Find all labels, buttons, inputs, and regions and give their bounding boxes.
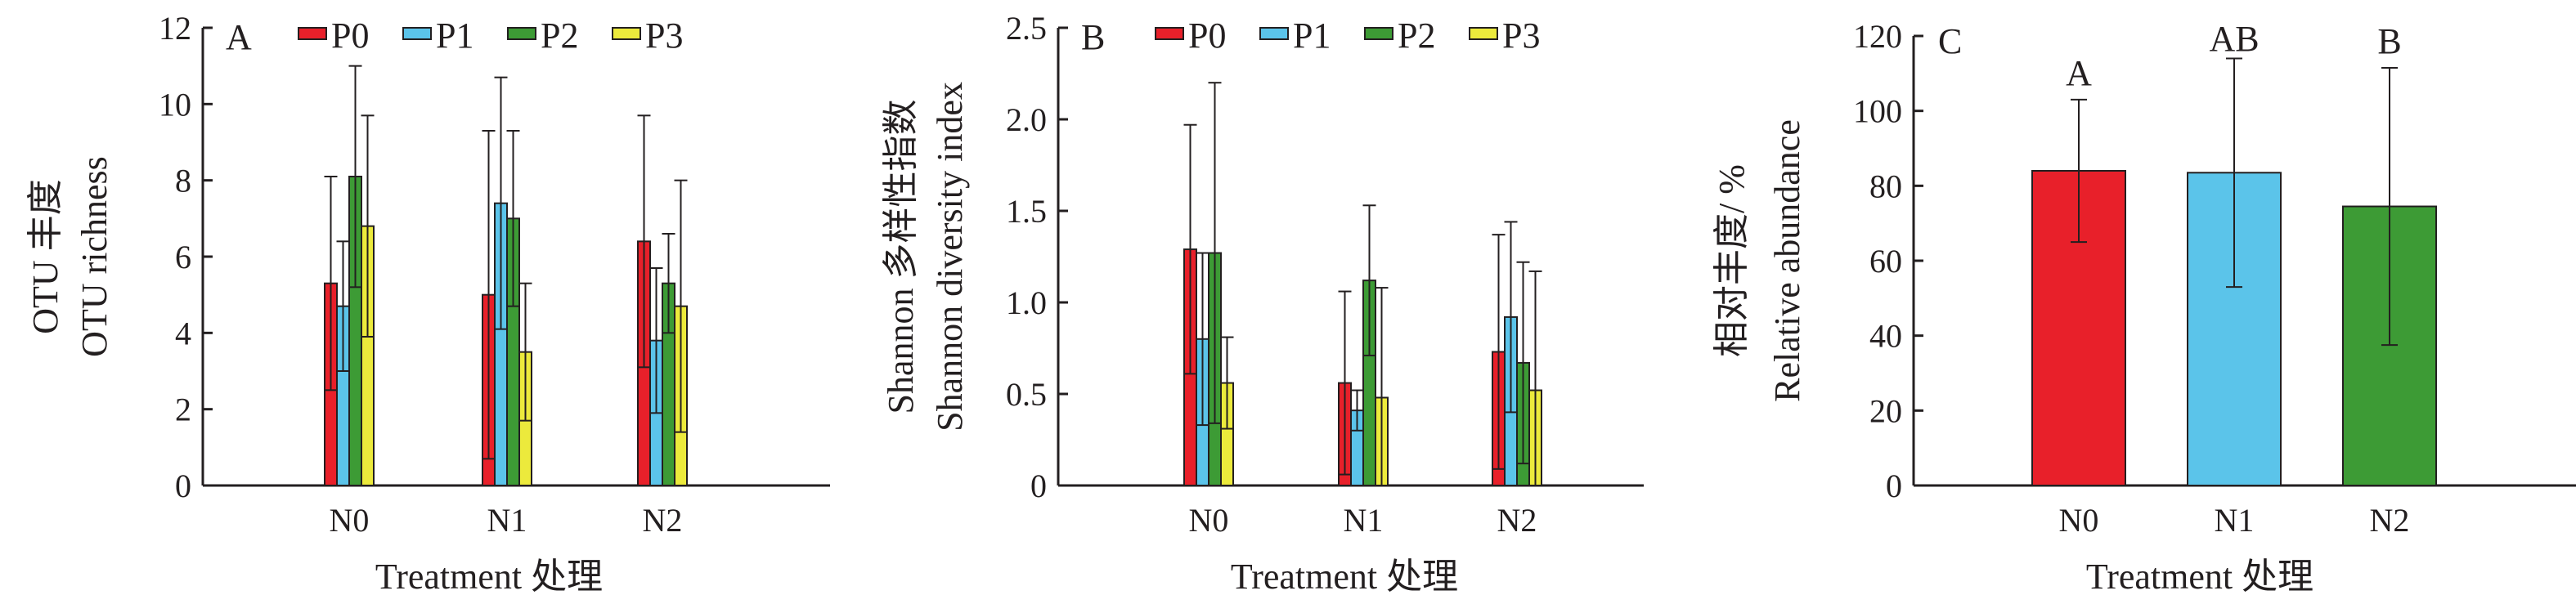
legend-swatch-p1 xyxy=(402,27,432,40)
panel-c: 0 20 40 60 80 100 120 N0 N1 N2 Treatment 处理 相对丰度/ %… xyxy=(1712,18,2576,597)
legend-label-p3: P3 xyxy=(1502,16,1540,56)
y-tick-label: 100 xyxy=(1853,93,1902,130)
legend-swatch-p0 xyxy=(298,27,327,40)
y-tick-label: 0 xyxy=(1886,468,1902,504)
legend-label-p2: P2 xyxy=(541,16,578,56)
x-tick-label: N0 xyxy=(2059,502,2099,539)
x-tick-label: N1 xyxy=(2215,502,2255,539)
legend-label-p1: P1 xyxy=(436,16,473,56)
y-tick-label: 2.5 xyxy=(1006,10,1047,47)
y-tick-label: 40 xyxy=(1869,318,1902,355)
y-tick-label: 120 xyxy=(1853,18,1902,55)
legend-label-p0: P0 xyxy=(1188,16,1226,56)
x-axis-title: Treatment 处理 xyxy=(2086,557,2313,597)
x-axis-title: Treatment 处理 xyxy=(1231,557,1458,597)
panel-letter: B xyxy=(1081,17,1105,57)
x-tick-label: N0 xyxy=(330,502,370,539)
legend-label-p1: P1 xyxy=(1293,16,1331,56)
x-tick-label: N2 xyxy=(643,502,683,539)
y-tick-label: 60 xyxy=(1869,243,1902,280)
y-axis-title-en: Relative abundance xyxy=(1767,119,1807,402)
legend-label-p2: P2 xyxy=(1398,16,1435,56)
y-tick-label: 12 xyxy=(159,10,191,47)
y-tick-label: 8 xyxy=(175,163,191,199)
panel-a: 0 2 4 6 8 10 12 N0 N1 N2 Treatment 处理 OTU 丰度 OTU ric… xyxy=(25,10,830,597)
x-axis-title: Treatment 处理 xyxy=(375,557,603,597)
y-tick-label: 0 xyxy=(175,468,191,504)
panel-letter: C xyxy=(1938,21,1962,61)
y-tick-label: 80 xyxy=(1869,168,1902,204)
y-tick-label: 0.5 xyxy=(1006,376,1047,413)
y-axis-title-cn: 相对丰度/ % xyxy=(1712,164,1752,357)
legend-label-p3: P3 xyxy=(645,16,683,56)
x-tick-label: N0 xyxy=(1189,502,1229,539)
y-tick-label: 10 xyxy=(159,86,191,123)
legend-swatch-p0 xyxy=(1155,27,1184,40)
x-tick-label: N1 xyxy=(487,502,527,539)
x-tick-label: N2 xyxy=(1497,502,1537,539)
y-tick-label: 2 xyxy=(175,391,191,428)
x-tick-label: N2 xyxy=(2370,502,2410,539)
legend-swatch-p2 xyxy=(1364,27,1393,40)
y-tick-label: 1.5 xyxy=(1006,193,1047,230)
y-axis-title-en: Shannon diversity index xyxy=(930,82,970,432)
y-axis-title-cn: OTU 丰度 xyxy=(25,179,65,333)
y-tick-label: 20 xyxy=(1869,392,1902,429)
legend-swatch-p3 xyxy=(612,27,641,40)
y-tick-label: 1.0 xyxy=(1006,284,1047,321)
legend-swatch-p1 xyxy=(1259,27,1289,40)
y-tick-label: 6 xyxy=(175,239,191,275)
legend-swatch-p3 xyxy=(1469,27,1498,40)
legend-swatch-p2 xyxy=(507,27,536,40)
y-axis-title-cn: Shannon 多样性指数 xyxy=(881,100,921,414)
x-tick-label: N1 xyxy=(1344,502,1384,539)
significance-letter: AB xyxy=(2209,19,2259,59)
y-axis-title-en: OTU richness xyxy=(74,156,114,357)
legend-label-p0: P0 xyxy=(331,16,369,56)
significance-letter: A xyxy=(2066,53,2092,93)
panel-b: 0 0.5 1.0 1.5 2.0 2.5 N0 N1 N2 Treatment 处理 Shanno… xyxy=(881,10,1644,597)
significance-letter: B xyxy=(2377,21,2401,61)
panel-letter: A xyxy=(226,17,252,57)
y-tick-label: 2.0 xyxy=(1006,101,1047,138)
y-tick-label: 0 xyxy=(1030,468,1047,504)
y-tick-label: 4 xyxy=(175,315,191,351)
